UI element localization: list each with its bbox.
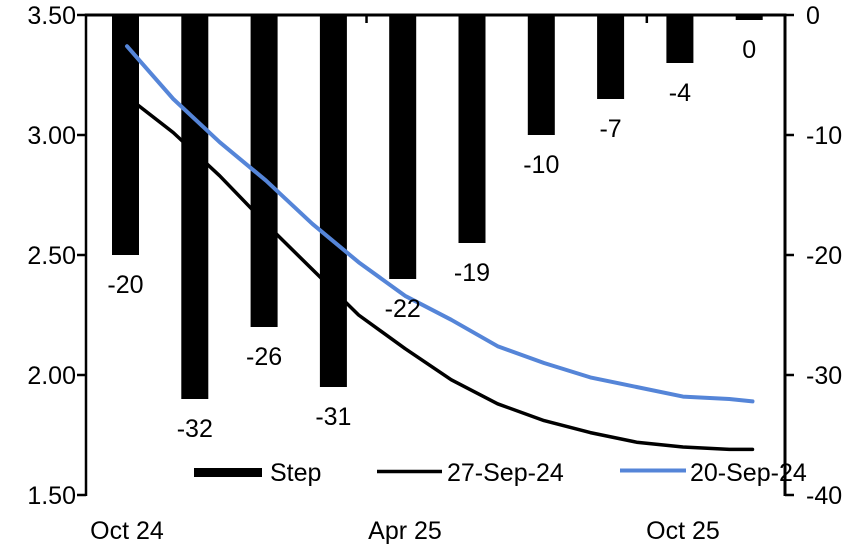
bar-data-label: -7: [599, 115, 621, 143]
bar-step: [458, 15, 486, 243]
x-axis-tick-label: Apr 25: [368, 517, 442, 545]
legend-step-swatch: [194, 468, 262, 477]
bar-step: [389, 15, 417, 279]
legend-27-sep-24-label: 27-Sep-24: [447, 459, 564, 487]
bars-group: [112, 15, 763, 399]
bar-data-label: -31: [315, 403, 351, 431]
line-20-sep-24: [125, 44, 755, 404]
right-axis-tick-label: -30: [806, 362, 842, 390]
bar-data-label: -10: [523, 151, 559, 179]
bar-data-label: -26: [246, 343, 282, 371]
legend: Step 27-Sep-24 20-Sep-24: [194, 459, 807, 487]
legend-20-sep-24-label: 20-Sep-24: [690, 459, 807, 487]
bar-data-label: -4: [669, 79, 691, 107]
right-axis-tick-label: -20: [806, 242, 842, 270]
bar-data-label: -22: [385, 295, 421, 323]
right-axis-tick-label: -40: [806, 482, 842, 510]
bar-step: [597, 15, 625, 99]
legend-step-label: Step: [270, 459, 321, 487]
right-axis-tick-label: -10: [806, 122, 842, 150]
bar-data-label: 0: [742, 36, 756, 64]
left-axis-tick-label: 2.50: [27, 242, 76, 270]
left-axis-tick-label: 3.00: [27, 122, 76, 150]
bar-step: [319, 15, 347, 387]
bar-step: [112, 15, 139, 255]
left-axis-tick-label: 2.00: [27, 362, 76, 390]
bar-data-label: -19: [454, 259, 490, 287]
bar-step: [666, 15, 694, 63]
x-axis-tick-label: Oct 25: [646, 517, 720, 545]
bar-data-labels: -20 -32 -26 -31 -22 -19 -10 -7 -4 0: [107, 36, 756, 443]
left-axis-tick-label: 1.50: [27, 482, 76, 510]
bar-step: [181, 15, 209, 399]
line-27-sep-24: [125, 94, 755, 452]
bar-step: [527, 15, 555, 135]
bar-step: [735, 15, 763, 20]
right-axis-tick-label: 0: [806, 2, 820, 30]
left-axis-tick-label: 3.50: [27, 2, 76, 30]
bar-data-label: -20: [107, 271, 143, 299]
bar-data-label: -32: [177, 415, 213, 443]
x-axis-tick-label: Oct 24: [90, 517, 164, 545]
